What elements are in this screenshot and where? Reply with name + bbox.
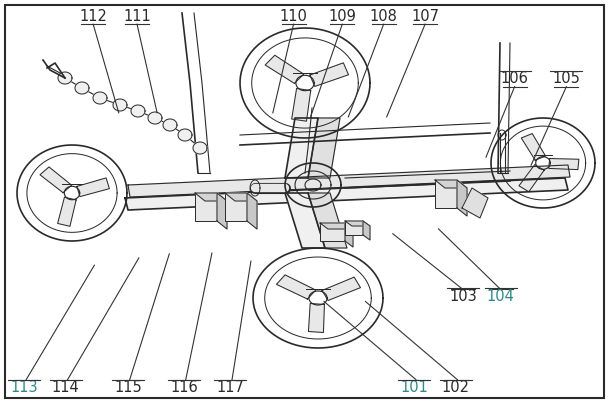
Polygon shape [276, 275, 315, 299]
Polygon shape [320, 223, 345, 241]
Polygon shape [462, 188, 488, 218]
Text: 117: 117 [216, 380, 244, 395]
Polygon shape [308, 118, 340, 178]
Polygon shape [345, 223, 353, 247]
Text: 113: 113 [10, 380, 38, 395]
Polygon shape [217, 193, 227, 229]
Polygon shape [40, 167, 72, 193]
Polygon shape [345, 221, 363, 235]
Polygon shape [292, 88, 311, 121]
Polygon shape [113, 99, 127, 111]
Polygon shape [193, 142, 207, 154]
Polygon shape [521, 133, 546, 160]
Text: 105: 105 [552, 71, 580, 86]
Text: 102: 102 [442, 380, 470, 395]
Polygon shape [519, 164, 544, 192]
Polygon shape [265, 55, 304, 83]
Text: 111: 111 [123, 8, 151, 24]
Polygon shape [128, 165, 570, 197]
Polygon shape [77, 178, 110, 197]
Polygon shape [58, 72, 72, 84]
Polygon shape [225, 193, 247, 221]
Polygon shape [247, 193, 257, 229]
Text: 109: 109 [328, 8, 356, 24]
Polygon shape [435, 180, 457, 208]
Polygon shape [195, 193, 217, 221]
Polygon shape [131, 105, 145, 117]
Polygon shape [345, 221, 370, 226]
Polygon shape [93, 92, 107, 104]
Text: 116: 116 [170, 380, 198, 395]
Polygon shape [310, 63, 348, 86]
Polygon shape [75, 82, 89, 94]
Polygon shape [285, 118, 318, 178]
Text: 101: 101 [400, 380, 428, 395]
Polygon shape [363, 221, 370, 240]
Text: 106: 106 [501, 71, 529, 86]
Polygon shape [457, 180, 467, 216]
Polygon shape [308, 303, 325, 332]
Polygon shape [125, 178, 568, 210]
Text: 110: 110 [280, 8, 308, 24]
Polygon shape [322, 277, 361, 301]
Polygon shape [163, 119, 177, 131]
Text: 103: 103 [449, 289, 477, 304]
Text: 107: 107 [411, 8, 439, 24]
Polygon shape [225, 193, 257, 201]
Polygon shape [178, 129, 192, 141]
Polygon shape [549, 158, 579, 170]
Text: 108: 108 [370, 8, 398, 24]
Text: 112: 112 [79, 8, 107, 24]
Polygon shape [195, 193, 227, 201]
Polygon shape [285, 193, 325, 248]
Polygon shape [435, 180, 467, 188]
Polygon shape [58, 197, 76, 226]
Text: 104: 104 [487, 289, 515, 304]
Polygon shape [320, 223, 353, 229]
Text: 114: 114 [52, 380, 80, 395]
Polygon shape [308, 193, 347, 248]
Polygon shape [148, 112, 162, 124]
Text: 115: 115 [114, 380, 142, 395]
